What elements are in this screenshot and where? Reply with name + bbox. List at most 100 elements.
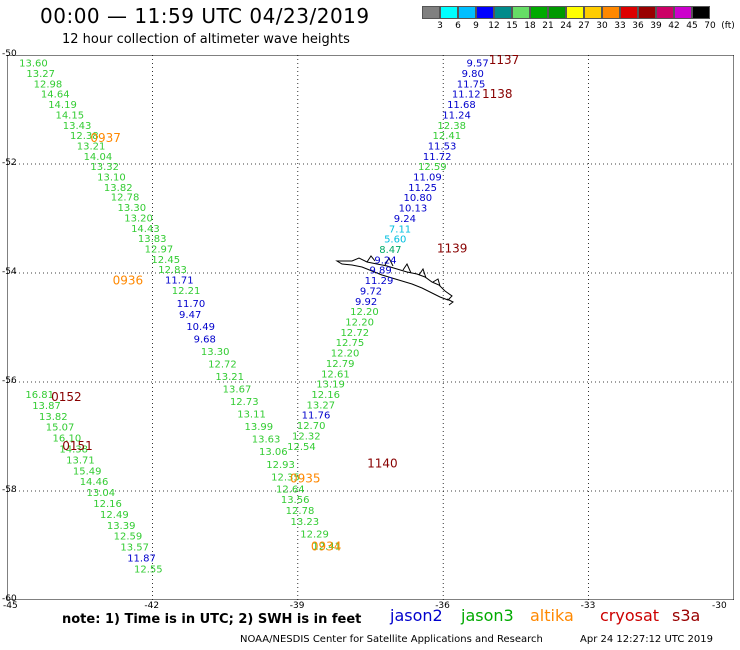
pass-time-label: 0934 [311,540,342,554]
wave-height-value: 11.76 [302,411,331,422]
wave-height-value: 9.89 [370,266,392,277]
wave-height-value: 13.27 [307,400,336,411]
wave-height-value: 12.59 [114,532,143,543]
satellite-legend-altika: altika [530,606,574,625]
wave-height-value: 11.70 [177,299,206,310]
wave-height-value: 13.20 [124,213,153,224]
wave-height-value: 13.30 [118,203,147,214]
wave-height-value: 12.72 [208,359,237,370]
wave-height-value: 14.43 [131,224,160,235]
generated-timestamp: Apr 24 12:27:12 UTC 2019 [580,634,713,645]
wave-height-value: 12.61 [321,369,350,380]
legend-label: 36 [632,21,644,31]
latitude-label: -52 [2,158,17,168]
satellite-legend-jason3: jason3 [461,606,514,625]
legend-label: 24 [560,21,572,31]
pass-time-label: 1140 [367,457,398,471]
wave-height-value: 9.57 [466,59,488,70]
wave-height-value: 9.72 [360,286,382,297]
wave-height-value: 13.71 [66,455,95,466]
wave-height-value: 14.15 [55,110,84,121]
longitude-label: -33 [580,601,596,611]
latitude-label: -56 [2,376,17,386]
wave-height-value: 12.97 [145,244,174,255]
wave-height-value: 13.21 [215,372,244,383]
wave-height-value: 12.21 [172,286,201,297]
wave-height-value: 9.47 [179,310,201,321]
wave-height-value: 13.11 [237,410,266,421]
wave-height-value: 12.54 [287,442,316,453]
wave-height-value: 12.16 [93,499,122,510]
wave-height-value: 11.68 [447,100,476,111]
wave-height-values: 13.6013.2712.9814.6414.1914.1513.4312.38… [19,59,489,576]
wave-height-value: 13.21 [77,141,106,152]
legend-swatch [566,6,584,19]
legend-swatch [620,6,638,19]
longitude-label: -30 [712,601,727,611]
wave-height-value: 14.46 [80,477,109,488]
satellite-legend-cryosat: cryosat [600,606,660,625]
longitude-label: -42 [144,601,160,611]
wave-height-value: 11.75 [457,79,486,90]
wave-height-value: 13.23 [291,517,320,528]
legend-label: 3 [437,21,443,31]
wave-height-value: 11.09 [413,173,442,184]
legend-swatch [494,6,512,19]
wave-height-value: 7.11 [389,224,411,235]
legend-label: 15 [506,21,518,31]
legend-label: 70 [704,21,716,31]
legend-swatch [656,6,674,19]
wave-height-value: 12.49 [100,510,129,521]
footer-note: note: 1) Time is in UTC; 2) SWH is in fe… [62,612,362,627]
legend-label: 27 [578,21,590,31]
wave-height-value: 12.78 [286,506,315,517]
wave-height-value: 10.13 [399,204,428,215]
wave-height-value: 11.87 [127,553,156,564]
wave-height-value: 13.57 [120,543,149,554]
legend-label: 42 [668,21,680,31]
wave-height-value: 12.59 [418,162,447,173]
legend-swatch [530,6,548,19]
wave-height-value: 12.78 [111,193,140,204]
wave-height-value: 13.06 [259,447,288,458]
map-title: 00:00 — 11:59 UTC 04/23/2019 [40,4,370,28]
wave-height-value: 12.79 [326,359,355,370]
longitude-label: -36 [435,601,450,611]
legend-label: 21 [542,21,554,31]
pass-time-label: 0937 [90,131,121,145]
wave-height-value: 13.60 [19,59,48,70]
wave-height-value: 16.81 [25,390,54,401]
wave-height-value: 10.49 [186,322,215,333]
legend-swatch [584,6,602,19]
pass-time-label: 1138 [482,87,513,101]
map-subtitle: 12 hour collection of altimeter wave hei… [62,32,350,47]
pass-time-label: 0936 [113,274,144,288]
wave-height-value: 11.71 [165,276,194,287]
wave-height-value: 12.38 [437,121,466,132]
map-frame [7,55,734,600]
latitude-label: -60 [2,594,17,604]
wave-height-value: 12.20 [350,307,379,318]
legend-label: 18 [524,21,536,31]
credit-line: NOAA/NESDIS Center for Satellite Applica… [240,634,543,645]
pass-time-label: 1139 [437,241,468,255]
color-legend: 3 6 9 12 15 18 21 24 27 30 33 36 39 42 45 70 (ft) [422,6,735,33]
wave-height-value: 15.49 [73,466,102,477]
legend-label: 45 [686,21,698,31]
wave-height-value: 12.35 [271,472,300,483]
legend-labels: 3 6 9 12 15 18 21 24 27 30 33 36 39 42 45 70 (ft) [422,19,735,33]
wave-height-value: 12.98 [34,79,63,90]
wave-height-value: 12.38 [70,131,99,142]
wave-height-value: 12.32 [292,431,321,442]
wave-height-value: 13.10 [97,173,126,184]
wave-height-value: 12.20 [331,349,360,360]
longitude-label: -39 [289,601,305,611]
wave-height-value: 9.92 [355,297,377,308]
latitude-label: -50 [2,49,17,59]
wave-height-value: 13.83 [138,234,167,245]
legend-label: 33 [614,21,626,31]
wave-height-value: 9.80 [462,69,484,80]
wave-height-value: 12.73 [230,397,259,408]
wave-height-value: 13.99 [244,422,273,433]
legend-swatch [674,6,692,19]
